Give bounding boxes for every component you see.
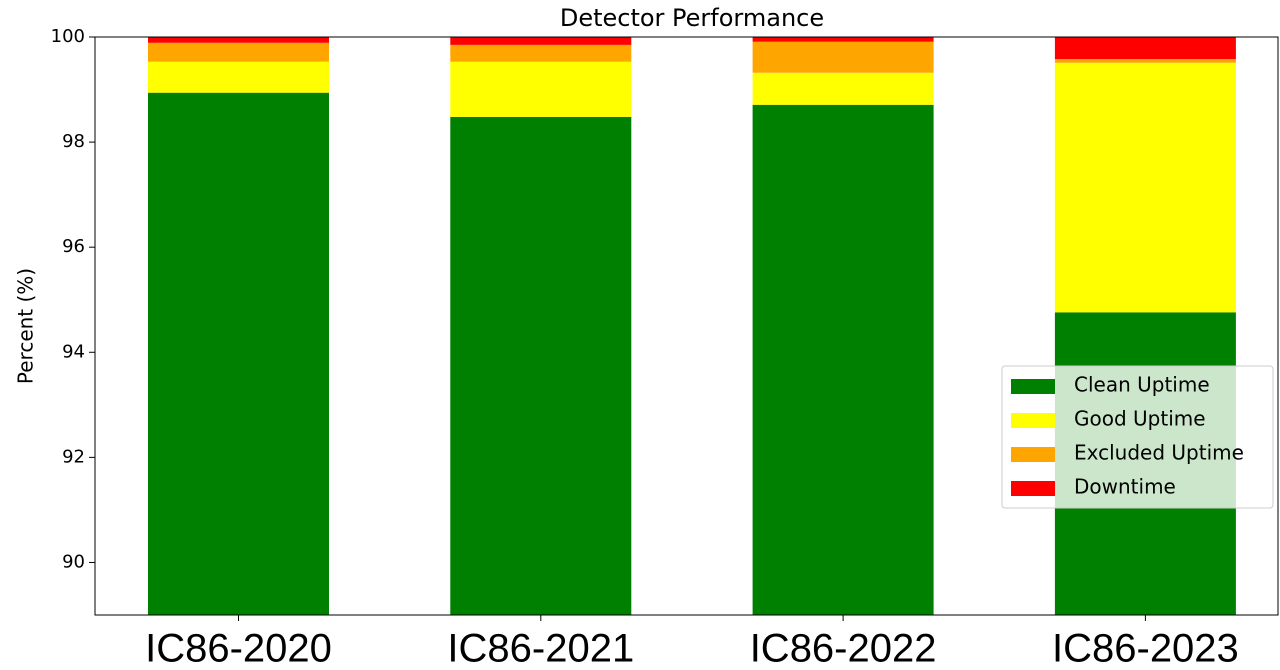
bar-segment [148,37,329,43]
x-tick-label: IC86-2022 [750,627,937,670]
legend-label: Good Uptime [1074,407,1206,431]
chart-title: Detector Performance [560,4,824,32]
bar-segment [148,42,329,62]
bar-segment [752,37,934,42]
bar-segment [752,104,934,615]
bar-segment [148,92,329,615]
bar-segment [752,41,934,73]
bar-segment [1054,59,1236,63]
y-tick-label: 94 [62,341,85,362]
bar-segment [450,44,632,62]
y-tick-label: 100 [51,26,85,47]
x-tick-label: IC86-2023 [1052,627,1239,670]
legend-swatch [1011,481,1055,496]
bar-segment [450,116,632,615]
legend-swatch [1011,447,1055,462]
legend-swatch [1011,413,1055,428]
x-tick-label: IC86-2020 [145,627,332,670]
y-tick-label: 96 [62,236,85,257]
y-tick-label: 90 [62,551,85,572]
bar-segment [450,37,632,45]
y-axis-label: Percent (%) [14,268,38,384]
legend-box [1001,365,1274,509]
bar-segment [1054,37,1236,60]
x-tick-label: IC86-2021 [447,627,634,670]
bar-segment [450,61,632,117]
legend-label: Downtime [1074,475,1176,499]
legend: Clean Uptime Good Uptime Excluded Uptime Do… [1001,365,1274,509]
y-tick-label: 92 [62,446,85,467]
bars [148,37,1236,615]
bar-segment [752,72,934,105]
plot-frame [94,36,1279,616]
y-tick-label: 98 [62,131,85,152]
legend-swatch [1011,379,1055,394]
bar-segment [148,61,329,93]
legend-label: Excluded Uptime [1074,441,1244,465]
bar-segment [1054,62,1236,313]
legend-label: Clean Uptime [1074,373,1210,397]
